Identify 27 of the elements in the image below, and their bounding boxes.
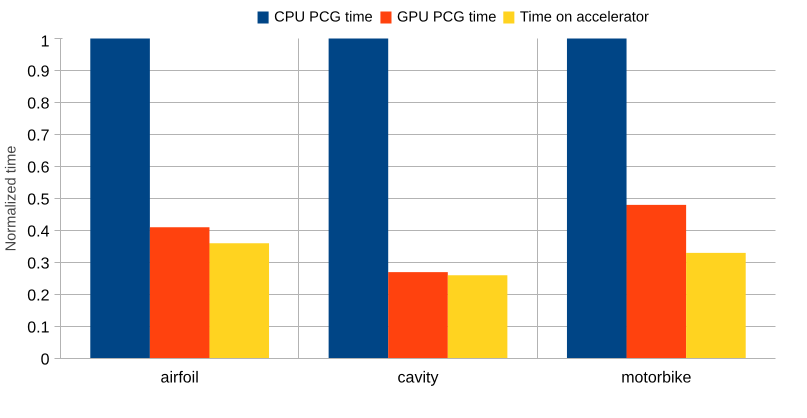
y-tick-label: 0 (40, 352, 50, 368)
x-tick-label: cavity (398, 370, 438, 386)
y-axis-title: Normalized time (3, 146, 20, 252)
legend-label: CPU PCG time (274, 10, 373, 26)
y-tick-label: 0.3 (27, 256, 50, 272)
y-tick-label: 0.9 (27, 64, 50, 80)
bar (150, 227, 210, 358)
y-tick-label: 1 (40, 34, 50, 50)
y-tick-label: 0.1 (27, 320, 50, 336)
bar (626, 204, 686, 358)
y-tick-label: 0.6 (27, 160, 50, 176)
legend-label: GPU PCG time (397, 10, 496, 26)
x-tick-label: motorbike (621, 370, 692, 386)
legend-label: Time on accelerator (520, 10, 649, 26)
bar (448, 275, 508, 358)
bar (209, 243, 270, 358)
y-tick-label: 0.7 (27, 128, 50, 144)
y-tick-label: 0.2 (27, 288, 50, 304)
bar (686, 252, 746, 358)
bar (566, 38, 627, 358)
bar (90, 38, 150, 358)
bar (328, 38, 388, 358)
y-tick-label: 0.8 (27, 96, 50, 112)
bar (388, 272, 448, 358)
y-tick-label: 0.5 (27, 192, 50, 208)
x-tick-label: airfoil (160, 370, 199, 386)
y-tick-label: 0.4 (27, 224, 50, 240)
